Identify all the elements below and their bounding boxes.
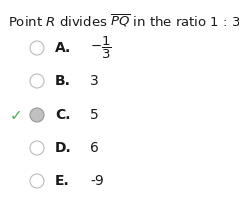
Text: 5: 5	[90, 108, 99, 122]
Text: C.: C.	[55, 108, 71, 122]
Text: E.: E.	[55, 174, 70, 188]
Circle shape	[30, 74, 44, 88]
Circle shape	[30, 41, 44, 55]
Text: 3: 3	[90, 74, 99, 88]
Text: A.: A.	[55, 41, 71, 55]
Text: ✓: ✓	[10, 108, 23, 124]
Text: -9: -9	[90, 174, 104, 188]
Circle shape	[30, 174, 44, 188]
Circle shape	[30, 141, 44, 155]
Text: $-\dfrac{1}{3}$: $-\dfrac{1}{3}$	[90, 35, 112, 61]
Text: B.: B.	[55, 74, 71, 88]
Circle shape	[30, 108, 44, 122]
Text: D.: D.	[55, 141, 72, 155]
Text: 6: 6	[90, 141, 99, 155]
Text: Point $R$ divides $\overline{PQ}$ in the ratio 1 : 3.: Point $R$ divides $\overline{PQ}$ in the…	[8, 13, 239, 29]
